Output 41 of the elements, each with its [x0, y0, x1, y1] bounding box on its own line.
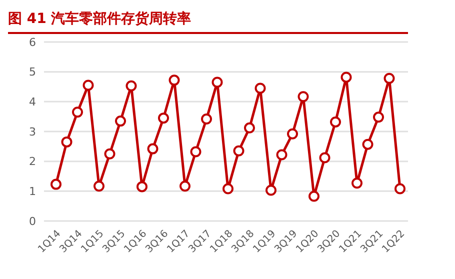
point	[266, 184, 276, 196]
y-tick-label: 5	[29, 66, 36, 79]
y-tick-label: 1	[29, 185, 36, 198]
point	[61, 136, 72, 148]
y-tick-label: 2	[29, 155, 36, 168]
point	[233, 145, 244, 156]
y-tick-label: 4	[29, 96, 36, 109]
point	[180, 180, 190, 192]
point	[222, 183, 234, 194]
y-tick-label: 6	[29, 36, 36, 49]
point	[254, 82, 266, 94]
point	[72, 106, 83, 118]
point	[158, 112, 169, 124]
point	[82, 80, 94, 91]
point	[201, 113, 212, 124]
point	[340, 72, 352, 83]
point	[308, 190, 320, 202]
chart-title: 图 41 汽车零部件存货周转率	[8, 8, 408, 34]
point	[244, 122, 255, 134]
point	[298, 91, 309, 102]
point	[384, 72, 395, 84]
point	[94, 180, 104, 192]
point	[104, 148, 116, 160]
point	[373, 112, 384, 123]
point	[50, 178, 62, 190]
point	[287, 128, 298, 140]
point	[115, 116, 126, 127]
point	[394, 183, 406, 194]
point	[212, 76, 223, 88]
point	[362, 138, 374, 150]
point	[276, 149, 288, 160]
y-tick-label: 0	[29, 214, 36, 228]
point	[147, 143, 158, 154]
point	[330, 116, 341, 128]
y-tick-label: 3	[29, 125, 36, 138]
point	[190, 146, 202, 158]
point	[168, 74, 180, 86]
point	[352, 178, 362, 189]
point	[319, 152, 330, 164]
point	[126, 80, 137, 92]
point	[136, 181, 148, 192]
